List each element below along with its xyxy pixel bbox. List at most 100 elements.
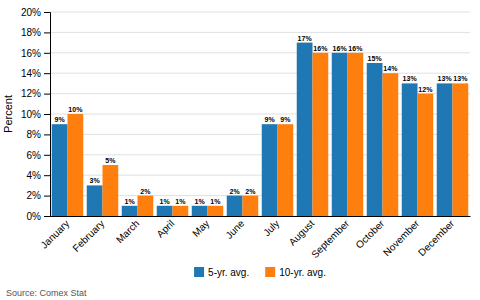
bar (122, 206, 138, 216)
data-label: 13% (453, 75, 468, 82)
data-label: 3% (90, 177, 101, 184)
y-tick: 6% (27, 150, 50, 161)
legend-item: 5-yr. avg. (194, 267, 249, 278)
data-label: 10% (68, 106, 83, 113)
bar (437, 83, 453, 216)
bar (52, 124, 68, 216)
x-tick: May (190, 216, 211, 239)
y-tick-mark (44, 94, 50, 95)
x-tick-label: September (309, 217, 352, 260)
data-label: 9% (55, 116, 66, 123)
y-tick: 8% (27, 129, 50, 140)
x-tick-label: July (261, 218, 281, 238)
data-label: 15% (368, 55, 383, 62)
bar (68, 114, 84, 216)
bar-series (68, 53, 469, 216)
y-tick: 20% (21, 7, 50, 18)
y-tick-mark (44, 155, 50, 156)
x-tick: February (70, 216, 106, 254)
y-tick-mark (44, 114, 50, 115)
x-tick-label: February (70, 218, 106, 254)
data-label: 13% (403, 75, 418, 82)
y-tick: 2% (27, 190, 50, 201)
grid-line (50, 12, 470, 13)
bar (192, 206, 208, 216)
bar (348, 53, 364, 216)
data-label: 12% (418, 86, 433, 93)
bars (52, 43, 469, 216)
x-tick: October (353, 216, 386, 251)
data-label: 1% (210, 198, 221, 205)
data-label: 16% (313, 45, 328, 52)
x-tick-label: April (154, 218, 176, 240)
data-label: 17% (298, 35, 313, 42)
x-tick: December (416, 216, 457, 258)
bar (262, 124, 278, 216)
bar (332, 53, 348, 216)
data-label: 16% (348, 45, 363, 52)
bar (297, 43, 313, 216)
data-label: 9% (280, 116, 291, 123)
x-tick: January (38, 216, 71, 251)
grid-line (50, 52, 470, 53)
y-tick-label: 2% (27, 190, 42, 201)
data-label: 2% (230, 188, 241, 195)
data-label: 1% (195, 198, 206, 205)
x-tick: March (114, 216, 141, 245)
x-tick: June (223, 216, 246, 241)
y-tick-label: 8% (27, 129, 42, 140)
x-axis: JanuaryFebruary March April May June July Augu… (38, 216, 470, 260)
y-tick-label: 20% (21, 7, 41, 18)
data-label: 1% (160, 198, 171, 205)
grid-line (50, 73, 470, 74)
x-tick: September (309, 216, 352, 260)
data-label: 16% (333, 45, 348, 52)
x-tick-label: May (190, 218, 211, 239)
source-note: Source: Comex Stat (6, 288, 87, 298)
y-tick-label: 16% (21, 48, 41, 59)
x-tick: November (381, 216, 422, 258)
y-tick: 18% (21, 27, 50, 38)
chart: JanuaryFebruary March April May June July Augu… (0, 0, 480, 300)
y-tick-label: 6% (27, 150, 42, 161)
y-tick: 0% (27, 211, 50, 222)
y-tick: 14% (21, 68, 50, 79)
legend-item: 10-yr. avg. (265, 267, 326, 278)
data-label: 13% (438, 75, 453, 82)
y-tick: 12% (21, 88, 50, 99)
data-label-series: 9%3%1%1%1%2%9%17%16%15%13%13% (55, 35, 453, 205)
bar (87, 185, 103, 216)
y-tick-mark (44, 216, 50, 217)
legend-swatch (194, 267, 204, 277)
y-tick: 4% (27, 170, 50, 181)
x-tick-label: November (381, 217, 422, 258)
data-label: 1% (125, 198, 136, 205)
bar (383, 73, 399, 216)
y-tick-label: 14% (21, 68, 41, 79)
y-axis-title: Percent (2, 95, 14, 133)
x-tick-label: June (223, 217, 246, 240)
data-label-series: 10%5%2%1%1%2%9%16%16%14%12%13% (68, 45, 468, 205)
x-tick-label: August (287, 218, 317, 248)
y-tick-label: 12% (21, 88, 41, 99)
plot: JanuaryFebruary March April May June July Augu… (21, 7, 471, 260)
x-axis-line (51, 216, 471, 217)
y-tick: 10% (21, 109, 50, 120)
data-label: 5% (105, 157, 116, 164)
legend-swatch (265, 267, 275, 277)
data-label: 1% (175, 198, 186, 205)
data-label: 2% (140, 188, 151, 195)
grid-line (50, 32, 470, 33)
x-tick-label: March (114, 218, 141, 245)
y-tick-mark (44, 12, 50, 13)
y-tick: 16% (21, 48, 50, 59)
bar (103, 165, 119, 216)
bar (453, 83, 469, 216)
x-tick: July (261, 216, 281, 238)
data-labels: 9%3%1%1%1%2%9%17%16%15%13%13%10%5%2%1%1%… (55, 35, 469, 205)
x-tick-label: January (38, 218, 71, 251)
bar (227, 196, 243, 216)
bar (313, 53, 329, 216)
x-tick-label: October (353, 217, 386, 250)
grid (50, 12, 470, 216)
